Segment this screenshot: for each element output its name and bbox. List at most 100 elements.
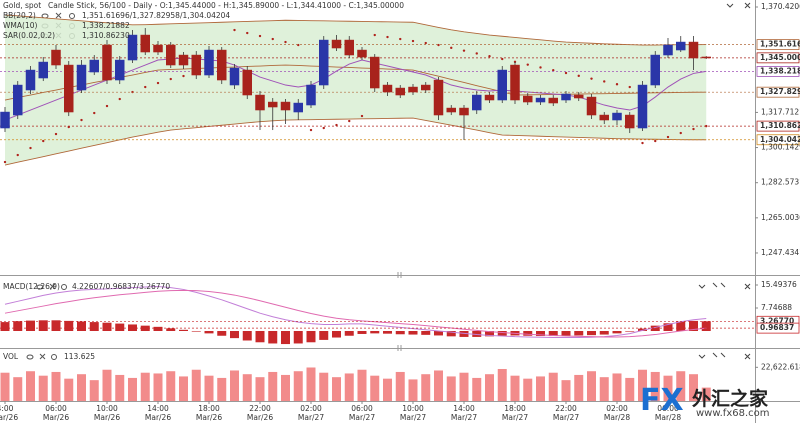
x-tick-label: 14:00 Mar/26: [144, 404, 172, 422]
macd-bar: [332, 330, 341, 338]
sar-dot: [271, 37, 274, 41]
y-tick-label: 1,247.43419: [761, 248, 800, 257]
sar-dot: [603, 80, 606, 83]
candle-body: [459, 107, 469, 116]
candle-body: [38, 61, 48, 79]
macd-bar: [26, 320, 35, 331]
volume-bar: [191, 369, 201, 401]
macd-bar: [77, 321, 86, 331]
macd-bar: [204, 330, 214, 334]
vol-controls[interactable]: [698, 352, 751, 360]
macd-bar: [230, 330, 239, 339]
macd-bar: [0, 322, 10, 331]
candle-body: [166, 44, 176, 66]
candle-body: [561, 93, 571, 101]
volume-bar: [663, 375, 673, 401]
macd-bar: [548, 330, 558, 337]
sar-dot: [105, 104, 109, 108]
price-controls[interactable]: [726, 2, 751, 9]
watermark-brand: FX: [640, 383, 684, 418]
price-marker: [756, 39, 800, 51]
macd-bar: [191, 330, 201, 332]
bollinger-lower: [4, 117, 707, 166]
volume-bar: [612, 373, 622, 401]
candle-body: [663, 44, 673, 56]
sar-dot: [144, 85, 147, 89]
macd-bar: [357, 330, 367, 334]
sar-dot: [182, 74, 185, 78]
volume-bar: [497, 368, 507, 401]
candle-body: [408, 86, 418, 93]
volume-bar: [574, 374, 584, 401]
volume-bar: [255, 377, 265, 401]
volume-bar: [115, 374, 125, 401]
volume-bar: [421, 374, 431, 401]
candle-body: [331, 39, 342, 49]
volume-bar: [395, 371, 405, 401]
macd-bar: [459, 330, 469, 337]
volume-bar: [51, 371, 61, 401]
chart-subtitle: Candle Stick, 56/100 - Daily - O:1,345.4…: [48, 1, 404, 10]
x-tick-label: 4:00 Mar/26: [0, 404, 19, 422]
price-marker-label: 1,327.82958: [760, 87, 800, 96]
resize-handle[interactable]: [397, 272, 402, 351]
candle-body: [446, 107, 456, 113]
macd-bar: [319, 330, 329, 340]
macd-bar: [128, 324, 137, 331]
candle-body: [153, 44, 163, 53]
candle-body: [357, 49, 367, 58]
price-marker: [756, 66, 800, 77]
volume-readout: 113.625: [64, 352, 95, 361]
x-tick-label: 02:00 Mar/27: [297, 404, 325, 422]
price-marker: [756, 134, 800, 146]
macd-bar: [523, 330, 533, 336]
macd-bar: [255, 330, 265, 343]
sar-dot: [322, 126, 325, 130]
candle-body: [89, 59, 99, 73]
sar-name: SAR(0.02,0.2): [3, 31, 55, 40]
volume-bar: [166, 371, 176, 401]
bollinger-upper: [4, 14, 707, 46]
macd-bar: [612, 330, 622, 334]
y-tick-label: 15.49376: [761, 280, 797, 289]
x-tick-label: 22:00 Mar/26: [246, 404, 274, 422]
pane-controls[interactable]: [698, 2, 751, 360]
sar-dot: [360, 114, 364, 118]
x-tick-label: 10:00 Mar/27: [399, 404, 427, 422]
sar-dot: [335, 123, 338, 127]
sar-dot: [475, 52, 478, 55]
sar-dot: [309, 128, 313, 132]
volume-bar: [89, 380, 99, 401]
x-tick-label: 10:00 Mar/26: [93, 404, 121, 422]
macd-bar: [102, 322, 112, 331]
macd-bar: [650, 325, 660, 331]
sar-dot: [258, 34, 262, 38]
candle-body: [586, 96, 597, 116]
sar-dot: [80, 118, 83, 122]
y-tick-label: 7.74688: [761, 303, 792, 312]
macd-bar: [179, 329, 188, 331]
chart-title: Gold, spot: [3, 1, 41, 10]
volume-bar: [13, 377, 23, 401]
candle-body: [421, 84, 431, 91]
sar-dot: [450, 46, 453, 50]
candle-body: [255, 94, 265, 111]
candle-body: [612, 112, 622, 121]
candle-body: [650, 54, 660, 86]
macd-bar: [497, 330, 507, 336]
volume-bar: [204, 375, 214, 401]
macd-bar: [472, 330, 482, 337]
macd-bar: [485, 330, 494, 337]
watermark-url: www.fx68.com: [696, 408, 770, 419]
macd-bar: [689, 320, 698, 331]
volume-bar: [446, 376, 456, 401]
macd-bar: [701, 321, 711, 331]
macd-controls[interactable]: [698, 282, 751, 290]
volume-bar: [268, 371, 278, 401]
price-marker-label: 1,345.00000: [760, 53, 800, 62]
macd-bar: [293, 330, 303, 344]
volume-bar: [230, 370, 239, 401]
volume-bar: [281, 374, 290, 401]
macd-bar: [676, 321, 686, 331]
